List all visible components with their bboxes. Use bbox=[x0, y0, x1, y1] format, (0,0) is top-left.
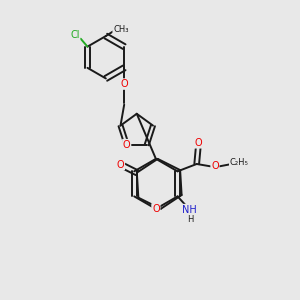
Text: O: O bbox=[120, 79, 128, 89]
Text: NH: NH bbox=[182, 205, 197, 214]
Text: CH₃: CH₃ bbox=[113, 25, 129, 34]
Text: O: O bbox=[152, 204, 160, 214]
Text: O: O bbox=[123, 140, 130, 150]
Text: O: O bbox=[194, 138, 202, 148]
Text: C₂H₅: C₂H₅ bbox=[230, 158, 248, 167]
Text: Cl: Cl bbox=[70, 30, 80, 40]
Text: O: O bbox=[117, 160, 124, 170]
Text: H: H bbox=[187, 214, 193, 224]
Text: O: O bbox=[211, 161, 219, 171]
